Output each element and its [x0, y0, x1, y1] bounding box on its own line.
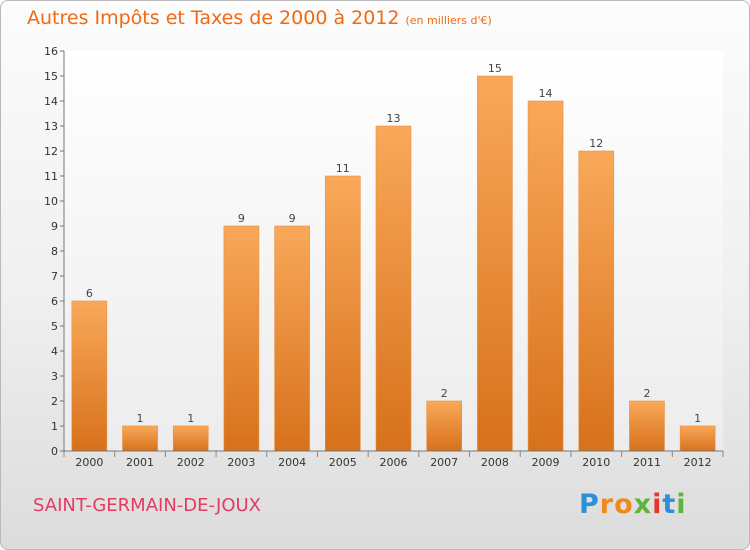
- x-tick-label-2004: 2004: [278, 456, 306, 469]
- data-label-2004: 9: [289, 212, 296, 225]
- bar-2001: [122, 425, 158, 452]
- data-label-2000: 6: [86, 287, 93, 300]
- logo-letter: i: [676, 489, 687, 520]
- proxiti-logo: Proxiti: [579, 489, 687, 520]
- y-tick-label-3: 3: [51, 370, 58, 383]
- bar-2006: [375, 125, 412, 452]
- y-tick-label-11: 11: [44, 170, 58, 183]
- bar-2009: [527, 100, 564, 452]
- y-tick-label-7: 7: [51, 270, 58, 283]
- y-tick-label-12: 12: [44, 145, 58, 158]
- data-label-2002: 1: [187, 412, 194, 425]
- bar-2012: [679, 425, 716, 452]
- x-tick-label-2002: 2002: [177, 456, 205, 469]
- y-tick-label-1: 1: [51, 420, 58, 433]
- y-tick-label-15: 15: [44, 70, 58, 83]
- y-tick-label-8: 8: [51, 245, 58, 258]
- chart-title: Autres Impôts et Taxes de 2000 à 2012: [27, 7, 400, 29]
- bar-2008: [477, 75, 513, 452]
- data-label-2008: 15: [488, 62, 502, 75]
- y-tick-label-9: 9: [51, 220, 58, 233]
- title-block: Autres Impôts et Taxes de 2000 à 2012 (en…: [27, 7, 492, 29]
- y-tick-label-14: 14: [44, 95, 58, 108]
- logo-letter: i: [652, 489, 663, 520]
- x-tick-label-2010: 2010: [582, 456, 610, 469]
- data-label-2009: 14: [539, 87, 553, 100]
- chart-subtitle: (en milliers d'€): [405, 14, 492, 27]
- x-tick-label-2006: 2006: [380, 456, 408, 469]
- bar-2007: [426, 400, 462, 452]
- data-label-2006: 13: [387, 112, 401, 125]
- x-tick-label-2005: 2005: [329, 456, 357, 469]
- logo-letter: r: [599, 489, 615, 520]
- data-label-2001: 1: [137, 412, 144, 425]
- y-tick-label-16: 16: [44, 45, 58, 58]
- logo-letter: t: [662, 489, 677, 520]
- data-label-2003: 9: [238, 212, 245, 225]
- data-label-2005: 11: [336, 162, 350, 175]
- x-tick-label-2012: 2012: [684, 456, 712, 469]
- x-tick-label-2011: 2011: [633, 456, 661, 469]
- data-label-2007: 2: [441, 387, 448, 400]
- bar-2003: [223, 225, 260, 452]
- bar-2000: [71, 300, 108, 452]
- x-tick-label-2007: 2007: [430, 456, 458, 469]
- data-label-2012: 1: [694, 412, 701, 425]
- bar-2010: [578, 150, 615, 452]
- y-tick-label-2: 2: [51, 395, 58, 408]
- y-tick-label-4: 4: [51, 345, 58, 358]
- y-tick-label-13: 13: [44, 120, 58, 133]
- logo-letter: P: [579, 489, 600, 520]
- x-tick-label-2003: 2003: [227, 456, 255, 469]
- bar-2005: [325, 175, 361, 452]
- y-tick-label-0: 0: [51, 445, 58, 458]
- y-tick-label-6: 6: [51, 295, 58, 308]
- logo-letter: o: [614, 489, 634, 520]
- x-tick-label-2009: 2009: [532, 456, 560, 469]
- bar-2002: [172, 425, 209, 452]
- y-tick-label-5: 5: [51, 320, 58, 333]
- x-tick-label-2001: 2001: [126, 456, 154, 469]
- y-tick-label-10: 10: [44, 195, 58, 208]
- x-tick-label-2008: 2008: [481, 456, 509, 469]
- commune-name: SAINT-GERMAIN-DE-JOUX: [33, 495, 261, 516]
- bar-2011: [629, 400, 665, 452]
- logo-letter: x: [633, 489, 653, 520]
- data-label-2010: 12: [589, 137, 603, 150]
- bar-2004: [274, 225, 310, 452]
- x-tick-label-2000: 2000: [75, 456, 103, 469]
- data-label-2011: 2: [643, 387, 650, 400]
